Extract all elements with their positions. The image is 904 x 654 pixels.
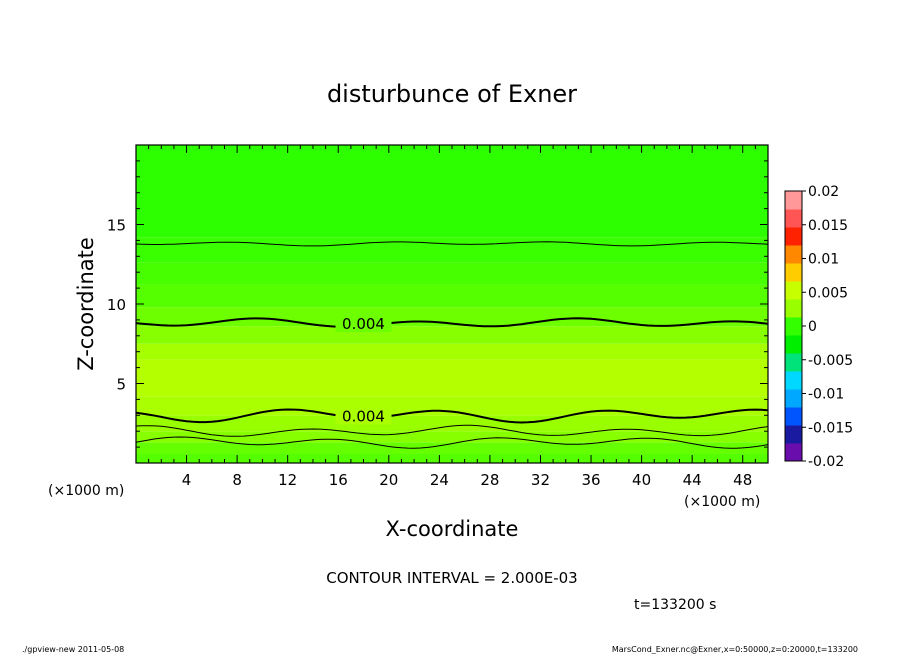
x-tick-label: 28 (480, 471, 499, 489)
colorbar-swatch (785, 443, 802, 462)
x-tick-label: 4 (182, 471, 192, 489)
x-tick-label: 44 (683, 471, 702, 489)
field-band-9 (136, 284, 768, 308)
x-tick-label: 16 (329, 471, 348, 489)
y-axis-label: Z-coordinate (74, 237, 98, 371)
field-band-5 (136, 359, 768, 397)
x-tick-label: 40 (632, 471, 651, 489)
x-tick-label: 36 (581, 471, 600, 489)
y-tick-label: 15 (107, 217, 126, 235)
colorbar-swatch (785, 227, 802, 246)
contour-line-c1 (135, 436, 769, 449)
contour-lines: 0.004 0.004 (135, 241, 769, 449)
y-axis: 5 10 15 (107, 160, 768, 448)
x-axis-label: X-coordinate (386, 517, 519, 541)
x-unit-right: (×1000 m) (684, 494, 760, 510)
colorbar-swatch (785, 209, 802, 228)
colorbar-tick-label: -0.01 (808, 387, 844, 403)
x-unit-left: (×1000 m) (48, 483, 124, 499)
field-band-10 (136, 262, 768, 285)
colorbar-swatch (785, 191, 802, 210)
field-band-11 (136, 237, 768, 263)
contour-line-c3 (135, 408, 769, 424)
colorbar-swatch (785, 263, 802, 282)
x-tick-label: 20 (379, 471, 398, 489)
colorbar-swatch (785, 245, 802, 264)
colorbar-swatch (785, 353, 802, 372)
time-label: t=133200 s (634, 597, 716, 613)
field-band-6 (136, 343, 768, 360)
footer-right: MarsCond_Exner.nc@Exner,x=0:50000,z=0:20… (612, 645, 858, 654)
footer-left: ./gpview-new 2011-05-08 (22, 645, 124, 654)
y-tick-label: 10 (107, 296, 126, 314)
contour-line-c2 (135, 424, 769, 437)
chart-title: disturbunce of Exner (327, 80, 577, 108)
contour-label-c4: 0.004 (342, 315, 385, 333)
x-tick-label: 24 (430, 471, 449, 489)
x-tick-label: 48 (733, 471, 752, 489)
colorbar: 0.02 0.015 0.01 0.005 0 -0.005 -0.01 -0.015 -0.0… (784, 184, 853, 470)
x-tick-label: 12 (278, 471, 297, 489)
y-tick-label: 5 (116, 376, 126, 394)
colorbar-swatch (785, 371, 802, 390)
colorbar-tick-label: 0.02 (808, 184, 839, 200)
colorbar-swatch (785, 389, 802, 408)
x-tick-label: 8 (232, 471, 242, 489)
field-band-12 (136, 145, 768, 238)
colorbar-tick-label: -0.005 (808, 353, 853, 369)
contour-label-c3: 0.004 (342, 407, 385, 425)
contour-label-bg-c3 (335, 406, 392, 425)
colorbar-swatch (785, 317, 802, 336)
field-band-2 (136, 431, 768, 443)
colorbar-tick-label: 0.005 (808, 285, 848, 301)
contour-line-c4 (135, 317, 769, 328)
x-tick-label: 32 (531, 471, 550, 489)
colorbar-swatch (785, 407, 802, 426)
colorbar-swatch (785, 299, 802, 318)
colorbar-tick-label: -0.015 (808, 420, 853, 436)
field-band-3 (136, 415, 768, 432)
field-band-7 (136, 326, 768, 344)
field-fill (136, 145, 768, 463)
colorbar-tick-label: 0.015 (808, 218, 848, 234)
colorbar-tick-label: 0.01 (808, 252, 839, 268)
field-band-0 (136, 453, 768, 463)
colorbar-tick-label: 0 (808, 319, 817, 335)
field-band-1 (136, 442, 768, 454)
colorbar-swatch (785, 281, 802, 300)
contour-line-c5 (135, 241, 769, 247)
colorbar-swatch (785, 335, 802, 354)
contour-label-bg-c4 (335, 314, 392, 333)
contour-interval-label: CONTOUR INTERVAL = 2.000E-03 (326, 569, 577, 587)
colorbar-tick-label: -0.02 (808, 454, 844, 470)
x-axis: 4 8 12 16 20 24 28 32 36 40 44 48 (148, 145, 756, 489)
colorbar-swatch (785, 425, 802, 444)
